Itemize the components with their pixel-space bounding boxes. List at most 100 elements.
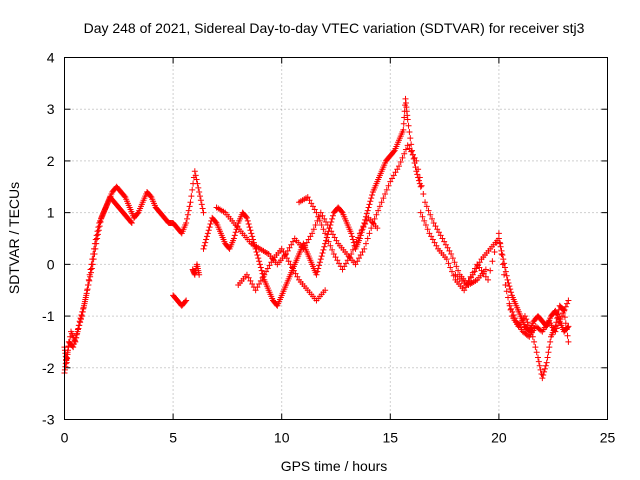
data-point	[195, 184, 202, 191]
data-point	[330, 251, 337, 258]
data-point	[533, 349, 540, 356]
data-point	[254, 252, 261, 259]
data-point	[263, 268, 270, 275]
data-point	[541, 368, 548, 375]
data-point	[365, 204, 372, 211]
data-point	[67, 333, 74, 340]
data-point	[250, 236, 257, 243]
data-point	[546, 344, 553, 351]
data-point	[324, 231, 331, 238]
data-point	[316, 217, 323, 224]
data-point	[453, 263, 460, 270]
data-point	[401, 114, 408, 121]
data-point	[417, 183, 424, 190]
data-point	[315, 213, 322, 220]
data-point	[524, 319, 531, 326]
data-point	[83, 290, 90, 297]
data-point	[535, 358, 542, 365]
data-point	[97, 218, 104, 225]
data-point	[128, 219, 135, 226]
data-point	[264, 265, 271, 272]
data-point	[197, 193, 204, 200]
data-point	[531, 338, 538, 345]
data-point	[368, 195, 375, 202]
data-point	[369, 219, 376, 226]
data-point	[244, 217, 251, 224]
data-point	[422, 199, 429, 206]
data-point	[85, 282, 92, 289]
data-point	[313, 209, 320, 216]
data-point	[505, 294, 512, 301]
data-point	[368, 225, 375, 232]
data-point	[75, 322, 82, 329]
data-point	[249, 233, 256, 240]
data-point	[76, 318, 83, 325]
data-point	[565, 297, 572, 304]
series	[452, 230, 572, 382]
data-point	[505, 279, 512, 286]
data-point	[247, 227, 254, 234]
data-point	[414, 171, 421, 178]
data-point	[510, 312, 517, 319]
data-point	[429, 236, 436, 243]
data-point	[424, 226, 431, 233]
data-point	[88, 265, 95, 272]
data-point	[329, 212, 336, 219]
data-point	[322, 240, 329, 247]
data-point	[501, 260, 508, 267]
data-point	[342, 260, 349, 267]
data-point	[503, 272, 510, 279]
x-tick-label: 10	[274, 430, 290, 446]
data-point	[339, 266, 346, 273]
data-points	[61, 95, 572, 382]
data-point	[278, 245, 285, 252]
y-tick-label: -1	[42, 308, 55, 324]
series	[170, 292, 190, 309]
data-point	[306, 197, 313, 204]
data-point	[204, 230, 211, 237]
data-point	[192, 172, 199, 179]
data-point	[318, 222, 325, 229]
data-point	[321, 243, 328, 250]
data-point	[207, 221, 214, 228]
data-point	[309, 230, 316, 237]
data-point	[534, 354, 541, 361]
data-point	[243, 271, 250, 278]
data-point	[561, 314, 568, 321]
data-point	[356, 255, 363, 262]
data-point	[258, 267, 265, 274]
data-point	[397, 158, 404, 165]
data-point	[366, 230, 373, 237]
data-point	[366, 201, 373, 208]
data-point	[212, 218, 219, 225]
data-point	[437, 232, 444, 239]
data-point	[525, 332, 532, 339]
data-point	[280, 248, 287, 255]
data-point	[369, 192, 376, 199]
data-point	[503, 288, 510, 295]
data-point	[322, 287, 329, 294]
data-point	[316, 259, 323, 266]
data-point	[253, 248, 260, 255]
data-point	[506, 302, 513, 309]
data-point	[290, 267, 297, 274]
data-point	[363, 217, 370, 224]
data-point	[413, 157, 420, 164]
data-point	[93, 240, 100, 247]
data-point	[328, 228, 335, 235]
data-point	[252, 287, 259, 294]
data-point	[231, 232, 238, 239]
data-point	[323, 237, 330, 244]
data-point	[329, 246, 336, 253]
data-point	[323, 234, 330, 241]
data-point	[404, 116, 411, 123]
data-point	[310, 226, 317, 233]
data-point	[358, 227, 365, 234]
data-point	[349, 236, 356, 243]
data-point	[256, 261, 263, 268]
data-point	[72, 338, 79, 345]
data-point	[247, 277, 254, 284]
data-point	[205, 227, 212, 234]
data-point	[259, 274, 266, 281]
